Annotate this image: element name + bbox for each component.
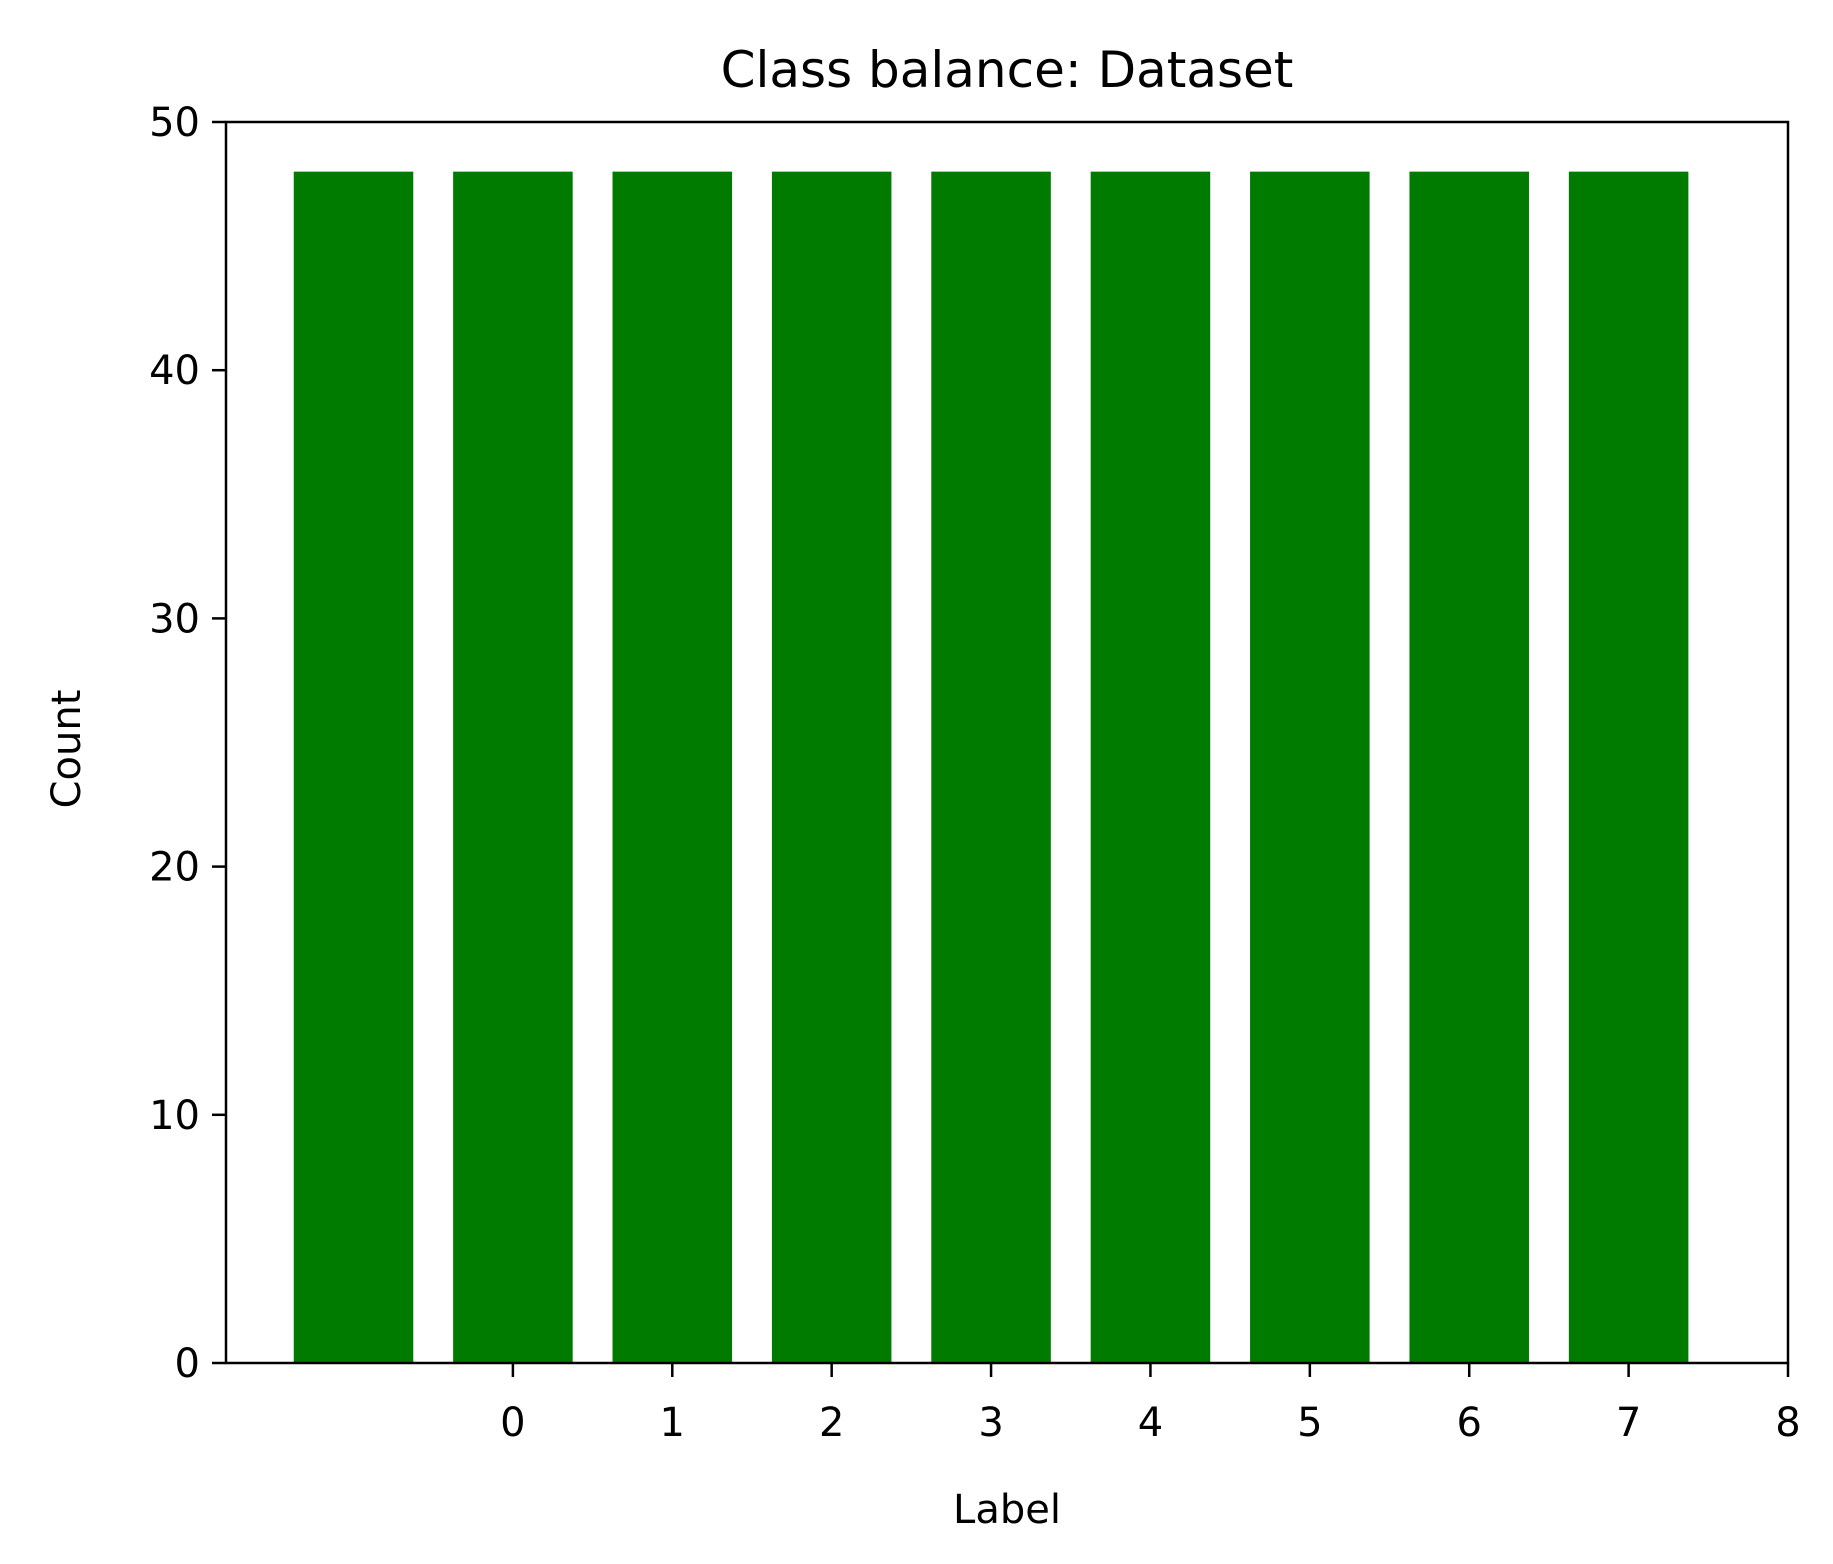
y-tick-label-20: 20: [149, 845, 200, 891]
x-tick-label-5: 5: [1297, 1400, 1322, 1446]
x-tick-label-6: 6: [1456, 1400, 1481, 1446]
x-tick-label-2: 2: [819, 1400, 844, 1446]
plot-frame: [224, 120, 1790, 1365]
bar-7: [1409, 171, 1529, 1363]
chart-title: Class balance: Dataset: [721, 41, 1294, 99]
y-axis-label: Count: [44, 690, 90, 809]
bar-0: [293, 171, 414, 1363]
y-tick-label-40: 40: [149, 348, 200, 394]
bars-layer: [293, 171, 1689, 1363]
x-tick-label-1: 1: [660, 1400, 685, 1446]
x-axis-label: Label: [953, 1487, 1061, 1533]
x-tick-label-4: 4: [1138, 1400, 1163, 1446]
y-tick-label-0: 0: [175, 1341, 200, 1387]
bar-3: [771, 171, 892, 1363]
x-axis: 0 1 2 3 4 5 6 7 8: [500, 1363, 1801, 1446]
y-tick-label-10: 10: [149, 1093, 200, 1139]
y-tick-label-30: 30: [149, 596, 200, 642]
x-tick-label-7: 7: [1616, 1400, 1641, 1446]
bar-1: [453, 171, 573, 1363]
bar-5: [1090, 171, 1211, 1363]
bar-2: [612, 171, 733, 1363]
bar-8: [1568, 171, 1689, 1363]
bar-4: [931, 171, 1051, 1363]
y-axis: 0 10 20 30 40 50: [149, 100, 226, 1387]
x-tick-label-0: 0: [500, 1400, 525, 1446]
x-tick-label-8: 8: [1775, 1400, 1800, 1446]
y-tick-label-50: 50: [149, 100, 200, 146]
x-tick-label-3: 3: [978, 1400, 1003, 1446]
bar-6: [1250, 171, 1370, 1363]
